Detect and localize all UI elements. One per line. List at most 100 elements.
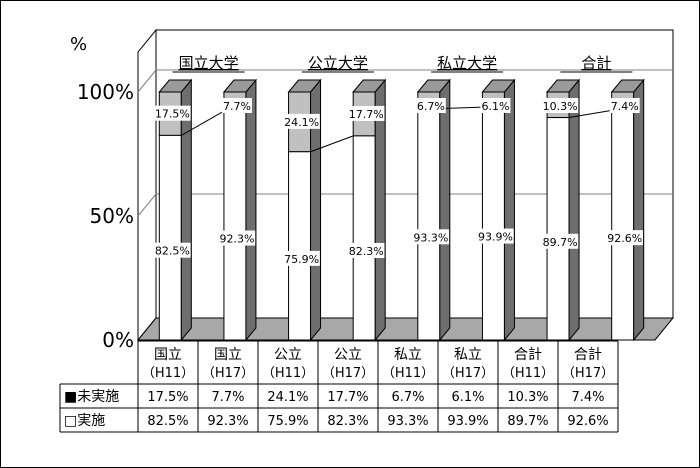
bar-top bbox=[416, 79, 451, 93]
group-header: 国立大学 bbox=[179, 54, 239, 72]
chart-walls bbox=[136, 28, 675, 342]
table-cell: 92.3% bbox=[207, 414, 248, 429]
data-label-unimplemented: 7.7% bbox=[223, 100, 251, 113]
data-label-bg bbox=[218, 230, 256, 246]
data-label-bg bbox=[347, 242, 385, 258]
unit-label: % bbox=[70, 34, 87, 55]
category-label: 国立 bbox=[214, 347, 242, 363]
bar-segment-implemented bbox=[158, 134, 182, 341]
table-cell: 93.9% bbox=[447, 414, 488, 429]
data-label-implemented: 82.5% bbox=[155, 245, 190, 258]
y-tick-label: 50% bbox=[90, 204, 134, 228]
table-cell: 17.5% bbox=[147, 390, 188, 405]
table-cell: 7.4% bbox=[571, 390, 604, 405]
category-sublabel: （H11） bbox=[382, 366, 434, 381]
connector-lines bbox=[181, 106, 612, 153]
category-sublabel: （H17） bbox=[442, 366, 494, 381]
y-tick-label: 100% bbox=[77, 80, 134, 104]
category-label: 私立 bbox=[394, 347, 422, 363]
data-label-bg bbox=[412, 229, 450, 245]
data-label-unimplemented: 17.7% bbox=[349, 108, 384, 121]
bar-segment-implemented bbox=[546, 117, 570, 341]
bar-side bbox=[503, 78, 515, 342]
bar-side bbox=[439, 78, 451, 342]
category-label: 公立 bbox=[274, 347, 302, 363]
table-cell: 6.1% bbox=[451, 390, 484, 405]
category-sublabel: （H17） bbox=[562, 366, 614, 381]
data-label-bg bbox=[477, 228, 514, 244]
data-label-unimplemented: 24.1% bbox=[284, 116, 319, 129]
table-cell: 82.3% bbox=[327, 414, 368, 429]
data-label-implemented: 92.6% bbox=[607, 232, 642, 245]
gridline-diag bbox=[137, 193, 157, 217]
category-sublabel: （H11） bbox=[502, 366, 554, 381]
y-tick-label: 0% bbox=[102, 328, 134, 352]
left-wall bbox=[137, 28, 157, 342]
data-label-implemented: 92.3% bbox=[219, 233, 254, 246]
table-row-label: □実施 bbox=[64, 413, 105, 429]
bar-segment-implemented bbox=[611, 109, 635, 341]
bar-side bbox=[633, 78, 645, 342]
bar-segment-implemented bbox=[223, 110, 247, 341]
group-header: 私立大学 bbox=[437, 54, 497, 72]
data-table: 国立 （H11） 国立 （H17） 公立 （H11） 公立 （H17） 私立 （H11） 私立 （H1… bbox=[59, 340, 619, 433]
bar-top bbox=[222, 79, 258, 93]
bar-top bbox=[352, 79, 387, 93]
data-label-unimplemented: 6.7% bbox=[417, 100, 445, 113]
data-label-bg bbox=[283, 250, 320, 266]
group-header: 合計 bbox=[581, 54, 611, 72]
bar-segment-implemented bbox=[481, 106, 505, 341]
data-label-unimplemented: 7.4% bbox=[611, 100, 639, 113]
data-label-bg bbox=[154, 242, 191, 258]
table-row-label: ■未実施 bbox=[64, 389, 119, 405]
bar-top bbox=[545, 79, 581, 93]
table-cell: 7.7% bbox=[211, 390, 244, 405]
data-label-bg bbox=[154, 105, 191, 121]
table-cell: 24.1% bbox=[267, 390, 308, 405]
data-label-bg bbox=[221, 98, 252, 113]
series-connector bbox=[439, 106, 483, 110]
table-cell: 89.7% bbox=[507, 414, 548, 429]
data-label-bg bbox=[480, 98, 511, 113]
data-label-bg bbox=[541, 98, 579, 113]
series-connector bbox=[310, 135, 354, 153]
data-label-implemented: 89.7% bbox=[543, 236, 578, 249]
bar-segment-implemented bbox=[288, 151, 312, 341]
data-label-implemented: 93.9% bbox=[478, 231, 513, 244]
bar-segment-implemented bbox=[417, 108, 441, 341]
bar-data-labels: 17.5% 82.5% 7.7% 92.3% 24.1% 75.9% 17.7% 82.3% 6… bbox=[154, 98, 643, 266]
series-connector bbox=[181, 110, 225, 136]
bar-side bbox=[568, 78, 580, 342]
category-sublabel: （H11） bbox=[142, 366, 194, 381]
table-cell: 82.5% bbox=[147, 414, 188, 429]
data-label-bg bbox=[609, 98, 640, 113]
data-label-implemented: 93.3% bbox=[413, 231, 448, 244]
bar-top bbox=[287, 79, 322, 93]
group-headers: 国立大学 公立大学 私立大学 合計 bbox=[172, 54, 633, 73]
data-label-bg bbox=[606, 230, 643, 246]
series-connector bbox=[568, 109, 612, 119]
bar-side bbox=[245, 78, 257, 342]
bar-top bbox=[158, 79, 193, 93]
data-label-bg bbox=[347, 105, 385, 121]
bars bbox=[158, 78, 645, 342]
data-label-bg bbox=[415, 98, 446, 113]
bar-top bbox=[481, 79, 516, 93]
floor bbox=[136, 317, 675, 341]
category-label: 合計 bbox=[574, 347, 602, 363]
data-label-unimplemented: 10.3% bbox=[543, 100, 578, 113]
category-sublabel: （H17） bbox=[322, 366, 374, 381]
bar-segment-implemented bbox=[352, 135, 376, 341]
data-label-unimplemented: 17.5% bbox=[155, 108, 190, 121]
table-cell: 93.3% bbox=[387, 414, 428, 429]
data-label-unimplemented: 6.1% bbox=[481, 100, 509, 113]
category-label: 公立 bbox=[334, 347, 362, 363]
gridline-diag bbox=[137, 69, 157, 93]
data-label-implemented: 75.9% bbox=[284, 253, 319, 266]
category-label: 私立 bbox=[454, 347, 482, 363]
category-label: 国立 bbox=[154, 347, 182, 363]
table-cell: 17.7% bbox=[327, 390, 368, 405]
table-cell: 92.6% bbox=[567, 414, 608, 429]
data-label-bg bbox=[541, 233, 579, 249]
